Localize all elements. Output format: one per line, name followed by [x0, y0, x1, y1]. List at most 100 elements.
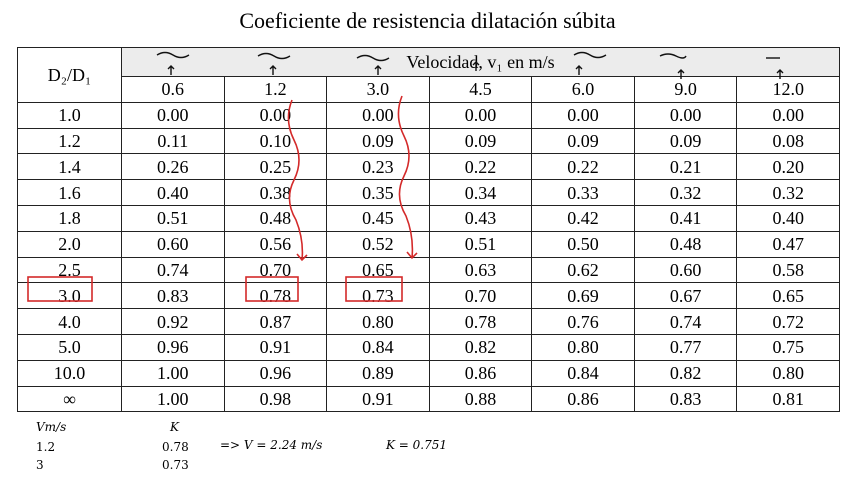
value-cell: 0.76	[531, 308, 635, 335]
value-cell: 0.43	[428, 204, 533, 232]
ratio-cell: 1.6	[17, 179, 122, 206]
value-cell: 0.00	[736, 101, 840, 129]
value-cell: 0.89	[326, 359, 430, 387]
ratio-cell: 5.0	[17, 333, 122, 361]
value-cell: 0.00	[121, 101, 225, 129]
value-cell: 0.83	[121, 282, 225, 310]
value-cell: 0.88	[428, 385, 533, 413]
ratio-cell: 2.0	[17, 230, 122, 258]
value-cell: 0.74	[633, 308, 738, 335]
value-cell: 0.00	[428, 101, 533, 129]
ratio-cell: 1.0	[17, 101, 122, 129]
notes-row1-k: 0.78	[162, 440, 189, 454]
value-cell: 0.80	[326, 308, 430, 335]
velocity-header: Velocidad, v₁ en m/s	[121, 47, 840, 77]
value-cell: 0.00	[223, 101, 328, 129]
ratio-cell: 3.0	[17, 282, 122, 310]
value-cell: 0.33	[531, 179, 635, 206]
value-cell: 0.78	[223, 282, 328, 310]
value-cell: 0.96	[121, 333, 225, 361]
value-cell: 0.81	[736, 385, 840, 413]
value-cell: 0.00	[326, 101, 430, 129]
notes-k-result: K = 0.751	[386, 438, 448, 452]
table-row: 2.0 0.60 0.56 0.52 0.51 0.50 0.48 0.47	[17, 230, 840, 258]
notes-row1-v: 1.2	[36, 440, 56, 454]
value-cell: 0.70	[428, 282, 533, 310]
value-cell: 0.84	[326, 333, 430, 361]
value-cell: 0.22	[531, 153, 635, 181]
value-cell: 0.35	[326, 179, 430, 206]
value-cell: 0.67	[633, 282, 738, 310]
value-cell: 0.22	[428, 153, 533, 181]
velocity-col-header: 12.0	[736, 76, 840, 103]
value-cell: 0.82	[428, 333, 533, 361]
velocity-row: 0.6 1.2 3.0 4.5 6.0 9.0 12.0	[18, 76, 840, 103]
value-cell: 0.23	[326, 153, 430, 181]
value-cell: 0.41	[633, 204, 738, 232]
value-cell: 0.72	[736, 308, 840, 335]
notes-result: => V = 2.24 m/s	[220, 438, 323, 452]
value-cell: 0.91	[223, 333, 328, 361]
value-cell: 0.11	[121, 127, 225, 155]
table-row: 1.2 0.11 0.10 0.09 0.09 0.09 0.09 0.08	[17, 127, 840, 155]
value-cell: 0.73	[326, 282, 430, 310]
value-cell: 0.91	[326, 385, 430, 413]
table-row: 1.8 0.51 0.48 0.45 0.43 0.42 0.41 0.40	[17, 204, 840, 232]
velocity-col-header: 4.5	[428, 76, 533, 103]
value-cell: 1.00	[121, 359, 225, 387]
value-cell: 0.51	[428, 230, 533, 258]
ratio-cell: 1.4	[17, 153, 122, 181]
value-cell: 0.86	[428, 359, 533, 387]
value-cell: 0.00	[531, 101, 635, 129]
value-cell: 0.47	[736, 230, 840, 258]
value-cell: 0.51	[121, 204, 225, 232]
value-cell: 0.20	[736, 153, 840, 181]
value-cell: 0.52	[326, 230, 430, 258]
value-cell: 0.08	[736, 127, 840, 155]
value-cell: 0.92	[121, 308, 225, 335]
ratio-cell: 10.0	[17, 359, 122, 387]
value-cell: 0.45	[326, 204, 430, 232]
resistance-coefficient-table: D₂/D₁ Velocidad, v₁ en m/s 0.6 1.2 3.0 4.5 6…	[17, 47, 840, 413]
value-cell: 0.70	[223, 256, 328, 284]
ratio-cell: 4.0	[17, 308, 122, 335]
value-cell: 0.42	[531, 204, 635, 232]
ratio-cell: 1.2	[17, 127, 122, 155]
value-cell: 0.80	[736, 359, 840, 387]
value-cell: 0.83	[633, 385, 738, 413]
value-cell: 0.09	[326, 127, 430, 155]
value-cell: 0.80	[531, 333, 635, 361]
table-body: 1.0 0.00 0.00 0.00 0.00 0.00 0.00 0.00 1.2 0.11 0.…	[17, 101, 840, 413]
value-cell: 0.32	[736, 179, 840, 206]
value-cell: 0.96	[223, 359, 328, 387]
value-cell: 0.63	[428, 256, 533, 284]
ratio-header: D₂/D₁	[17, 47, 122, 103]
table-row: 1.4 0.26 0.25 0.23 0.22 0.22 0.21 0.20	[17, 153, 840, 181]
page-title: Coeficiente de resistencia dilatación sú…	[239, 8, 616, 33]
value-cell: 0.48	[223, 204, 328, 232]
table-row: 5.0 0.96 0.91 0.84 0.82 0.80 0.77 0.75	[17, 333, 840, 361]
value-cell: 0.60	[121, 230, 225, 258]
table-row: 1.0 0.00 0.00 0.00 0.00 0.00 0.00 0.00	[17, 101, 840, 129]
value-cell: 0.34	[428, 179, 533, 206]
value-cell: 0.10	[223, 127, 328, 155]
value-cell: 0.74	[121, 256, 225, 284]
value-cell: 0.48	[633, 230, 738, 258]
velocity-col-header: 0.6	[121, 76, 225, 103]
value-cell: 0.26	[121, 153, 225, 181]
value-cell: 0.78	[428, 308, 533, 335]
ratio-cell: 2.5	[17, 256, 122, 284]
value-cell: 0.87	[223, 308, 328, 335]
table-row: ∞ 1.00 0.98 0.91 0.88 0.86 0.83 0.81	[17, 385, 840, 413]
value-cell: 0.65	[326, 256, 430, 284]
value-cell: 0.32	[633, 179, 738, 206]
value-cell: 0.62	[531, 256, 635, 284]
value-cell: 0.86	[531, 385, 635, 413]
value-cell: 0.38	[223, 179, 328, 206]
value-cell: 0.69	[531, 282, 635, 310]
value-cell: 0.09	[428, 127, 533, 155]
value-cell: 0.00	[633, 101, 738, 129]
velocity-col-header: 6.0	[531, 76, 635, 103]
notes-col-k: K	[170, 420, 179, 434]
table-row: 4.0 0.92 0.87 0.80 0.78 0.76 0.74 0.72	[17, 308, 840, 335]
